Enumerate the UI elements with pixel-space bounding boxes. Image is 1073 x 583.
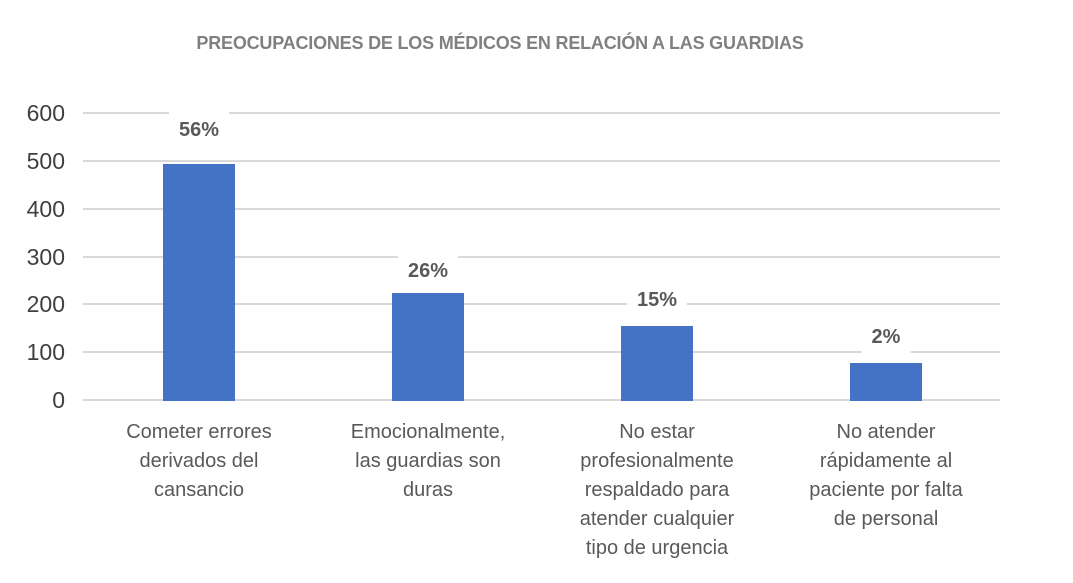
- bar: [621, 326, 693, 401]
- gridline: [83, 208, 1000, 210]
- y-axis-tick-label: 600: [26, 100, 65, 126]
- plot-area: 56% 26% 15% 2%: [83, 112, 1000, 401]
- x-axis-category-label: Emocionalmente, las guardias son duras: [350, 421, 506, 501]
- y-axis-tick-label: 500: [26, 148, 65, 174]
- gridline: [83, 256, 1000, 258]
- data-label: 26%: [397, 253, 459, 289]
- data-label: 2%: [861, 319, 911, 355]
- y-axis-tick-label: 0: [52, 387, 65, 413]
- y-axis-tick-label: 400: [26, 196, 65, 222]
- y-axis-tick-label: 300: [26, 244, 65, 270]
- x-axis-category-label: No estar profesionalmente respaldado par…: [579, 421, 735, 559]
- chart-title: PREOCUPACIONES DE LOS MÉDICOS EN RELACIÓ…: [196, 33, 804, 53]
- y-axis-tick-label: 100: [26, 339, 65, 365]
- gridline: [83, 303, 1000, 305]
- gridline: [83, 399, 1000, 401]
- bar: [163, 164, 235, 401]
- data-label: 56%: [168, 112, 230, 148]
- bar: [392, 293, 464, 401]
- gridline: [83, 351, 1000, 353]
- gridline: [83, 160, 1000, 162]
- data-label: 15%: [626, 282, 688, 318]
- x-axis-category-label: Cometer errores derivados del cansancio: [126, 421, 272, 501]
- y-axis-tick-label: 200: [26, 291, 65, 317]
- x-axis-category-label: No atender rápidamente al paciente por f…: [809, 421, 963, 530]
- bar: [850, 363, 922, 401]
- gridline: [83, 112, 1000, 114]
